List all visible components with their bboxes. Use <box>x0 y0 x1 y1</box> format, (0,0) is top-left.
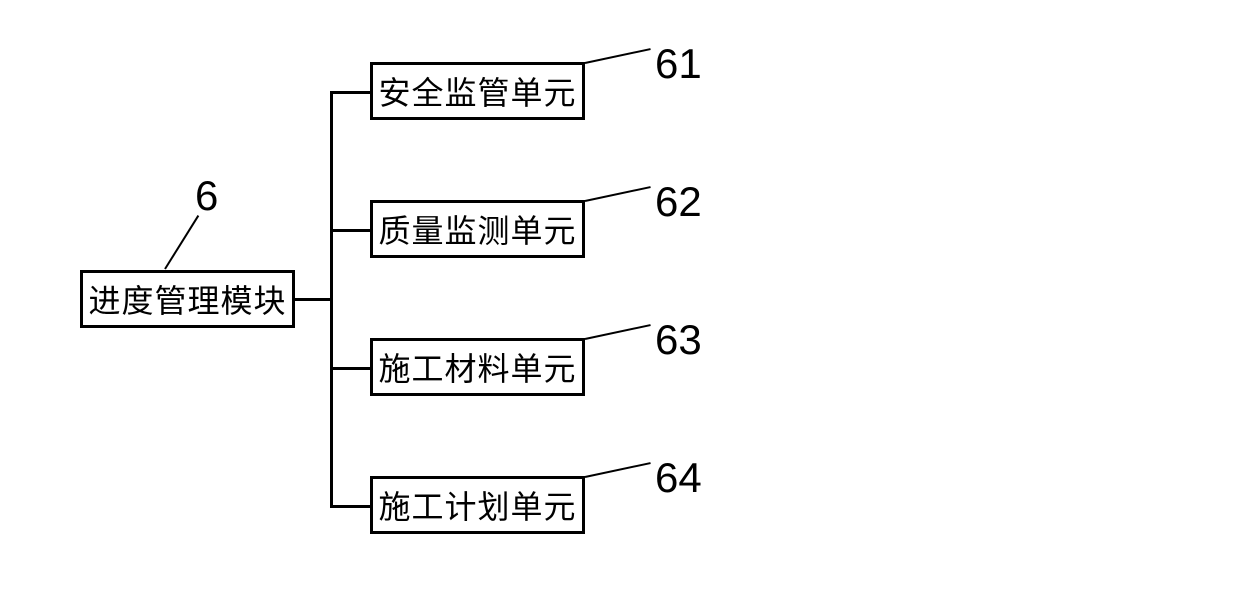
child-box-3-label: 施工计划单元 <box>378 482 576 528</box>
child-box-2: 施工材料单元 <box>370 338 585 396</box>
child-box-2-label: 施工材料单元 <box>378 344 576 390</box>
connector-child-stub-1 <box>330 229 370 232</box>
root-id-label: 6 <box>195 172 218 220</box>
root-leader-line <box>164 215 199 269</box>
root-box-label: 进度管理模块 <box>88 276 286 322</box>
child-2-leader-line <box>585 324 651 340</box>
connector-child-stub-0 <box>330 91 370 94</box>
connector-child-stub-3 <box>330 505 370 508</box>
child-1-id-label: 62 <box>655 178 702 226</box>
child-box-1: 质量监测单元 <box>370 200 585 258</box>
child-3-leader-line <box>585 462 651 478</box>
child-box-0-label: 安全监管单元 <box>378 68 576 114</box>
diagram-container: 进度管理模块 6 安全监管单元 61 质量监测单元 62 施工材料单元 63 施… <box>80 50 780 550</box>
child-box-1-label: 质量监测单元 <box>378 206 576 252</box>
connector-vertical-bus <box>330 91 333 505</box>
child-1-leader-line <box>585 186 651 202</box>
child-box-3: 施工计划单元 <box>370 476 585 534</box>
child-0-leader-line <box>585 48 651 64</box>
child-box-0: 安全监管单元 <box>370 62 585 120</box>
child-2-id-label: 63 <box>655 316 702 364</box>
root-box: 进度管理模块 <box>80 270 295 328</box>
child-0-id-label: 61 <box>655 40 702 88</box>
connector-root-stub <box>295 298 332 301</box>
connector-child-stub-2 <box>330 367 370 370</box>
child-3-id-label: 64 <box>655 454 702 502</box>
